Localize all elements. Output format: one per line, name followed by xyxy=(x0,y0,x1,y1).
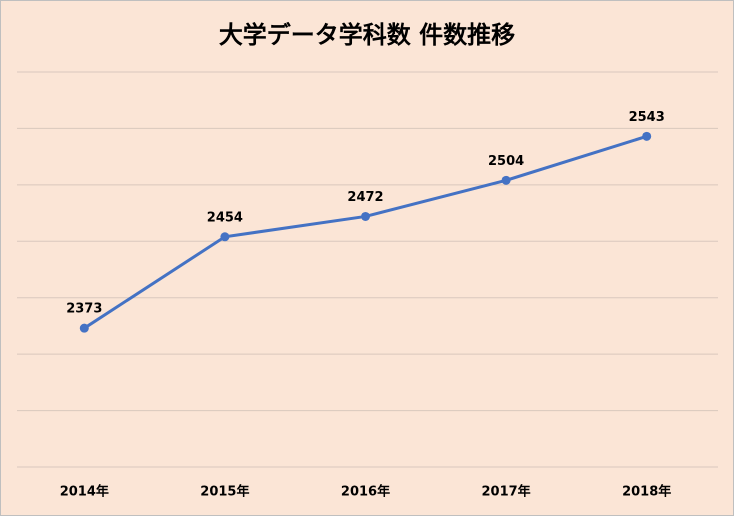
chart-title: 大学データ学科数 件数推移 xyxy=(219,21,515,49)
x-tick-label: 2014年 xyxy=(60,484,109,500)
data-point xyxy=(220,232,230,242)
data-point xyxy=(361,211,370,221)
x-tick-label: 2016年 xyxy=(341,484,390,500)
data-label: 2454 xyxy=(207,210,243,225)
data-label: 2543 xyxy=(629,110,665,125)
x-tick-label: 2017年 xyxy=(482,484,531,500)
data-label: 2373 xyxy=(66,302,102,317)
x-tick-label: 2015年 xyxy=(200,484,249,500)
data-point xyxy=(501,175,511,185)
data-label: 2472 xyxy=(347,190,383,205)
data-point xyxy=(642,131,652,141)
data-point xyxy=(79,323,89,333)
x-tick-label: 2018年 xyxy=(622,484,671,500)
data-label: 2504 xyxy=(488,154,524,169)
